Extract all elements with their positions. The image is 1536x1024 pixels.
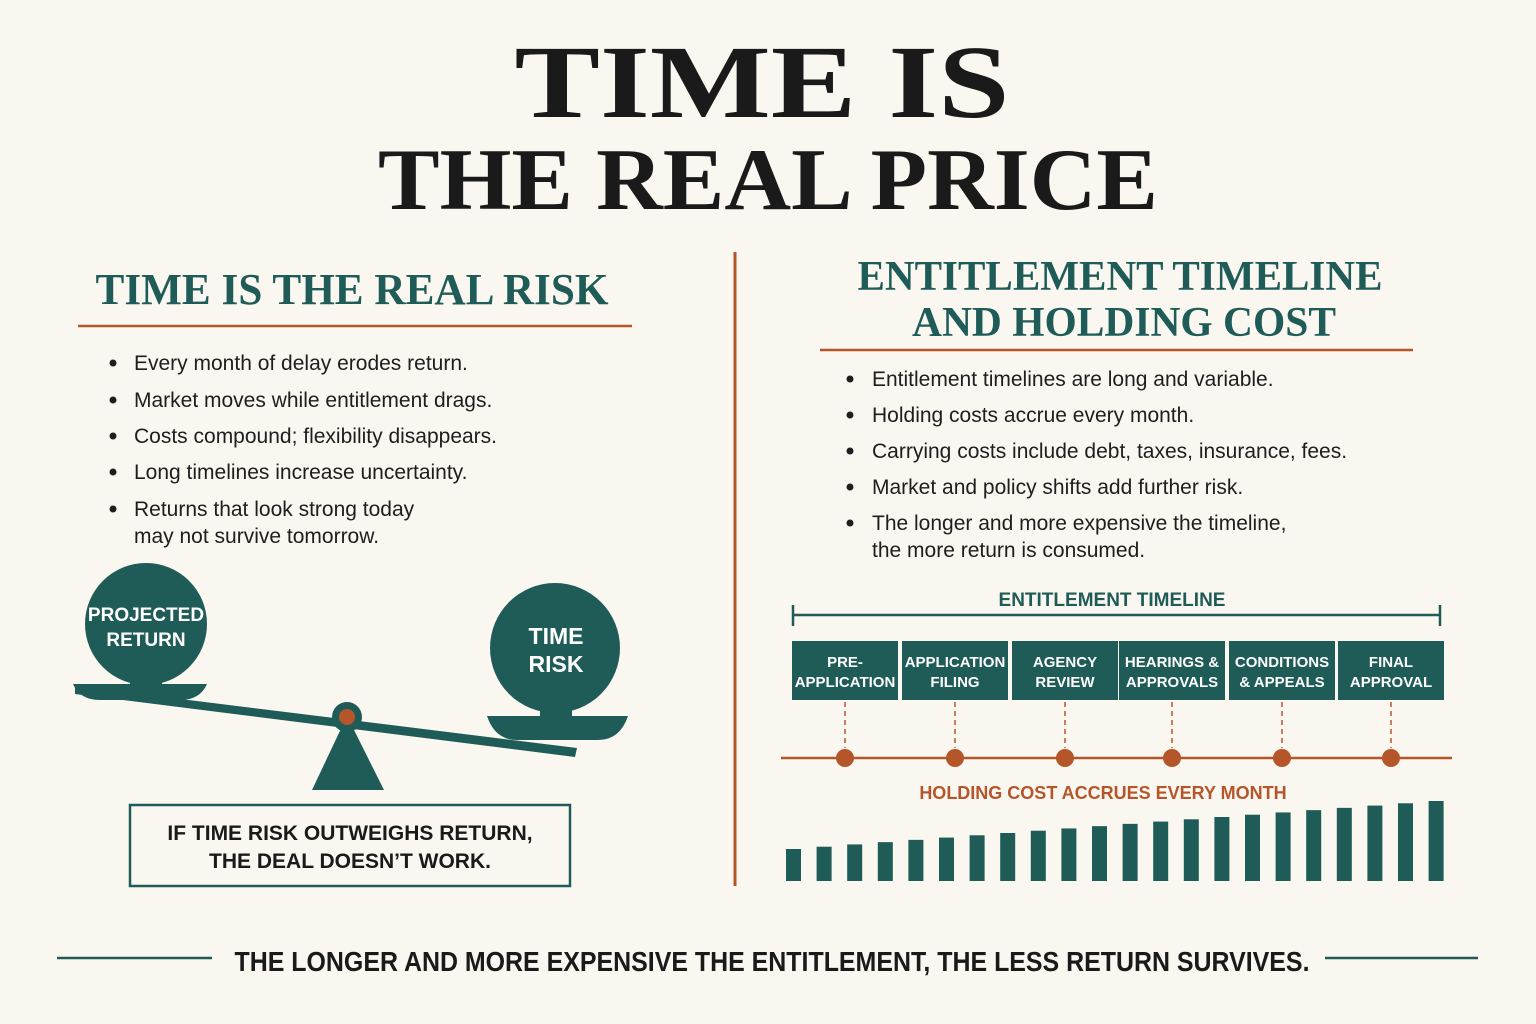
decorative-bar <box>1030 830 1046 881</box>
holding-label: HOLDING COST ACCRUES EVERY MONTH <box>919 783 1286 803</box>
stage-dot <box>1382 749 1400 767</box>
decorative-bar <box>908 839 924 881</box>
bullet-dot <box>846 411 854 419</box>
stage-label: APPROVAL <box>1350 674 1432 691</box>
stage-dot <box>836 749 854 767</box>
decorative-bar <box>1428 801 1444 881</box>
stage-label: PRE- <box>827 654 863 671</box>
timeline-bracket <box>791 605 1442 626</box>
stage-dot <box>1273 749 1291 767</box>
weight-label: PROJECTED <box>88 605 204 626</box>
bullet-text: Market and policy shifts add further ris… <box>872 476 1243 499</box>
stage-box <box>1012 641 1118 700</box>
stage-label: FILING <box>930 674 979 691</box>
bullet-text: Every month of delay erodes return. <box>134 352 468 375</box>
decorative-bar <box>1000 833 1016 881</box>
bullet-text: Long timelines increase uncertainty. <box>134 461 467 484</box>
right-heading: AND HOLDING COST <box>912 300 1336 346</box>
bullet-text: Holding costs accrue every month. <box>872 404 1194 427</box>
decorative-bar <box>1122 823 1138 881</box>
callout-box <box>128 803 572 888</box>
callout-text: IF TIME RISK OUTWEIGHS RETURN, <box>167 822 532 845</box>
stage-label: APPROVALS <box>1126 674 1218 691</box>
stage-label: CONDITIONS <box>1235 654 1329 671</box>
scale-illustration <box>73 563 628 790</box>
decorative-bar <box>847 844 863 881</box>
bullet-text: the more return is consumed. <box>872 539 1145 562</box>
bullet-text: Carrying costs include debt, taxes, insu… <box>872 440 1347 463</box>
decorative-bar <box>1153 821 1169 881</box>
stage-dot <box>946 749 964 767</box>
decorative-bar <box>1398 803 1413 881</box>
bullet-text: Market moves while entitlement drags. <box>134 389 492 412</box>
bullet-text: may not survive tomorrow. <box>134 525 379 548</box>
bullet-text: Entitlement timelines are long and varia… <box>872 368 1274 391</box>
bullet-dot <box>846 375 854 383</box>
decorative-bar <box>1245 814 1260 881</box>
stage-label: REVIEW <box>1035 674 1095 691</box>
stage-box <box>792 641 898 700</box>
decorative-bar <box>1183 819 1199 881</box>
decorative-bar <box>1367 805 1383 881</box>
stage-label: APPLICATION <box>905 654 1006 671</box>
bullet-text: Costs compound; flexibility disappears. <box>134 425 497 448</box>
bullet-dot <box>109 359 117 367</box>
holding-cost-bars <box>786 801 1444 881</box>
bullet-dot <box>846 519 854 527</box>
left-heading: TIME IS THE REAL RISK <box>96 265 609 314</box>
stage-box <box>1119 641 1225 700</box>
bullet-dot <box>109 432 117 440</box>
title-line: TIME IS <box>515 25 1010 140</box>
stage-dot <box>1056 749 1074 767</box>
stage-box <box>1229 641 1335 700</box>
decorative-bar <box>1092 826 1107 881</box>
decorative-bar <box>1061 828 1077 881</box>
footer: THE LONGER AND MORE EXPENSIVE THE ENTITL… <box>235 946 1310 977</box>
bullet-dot <box>846 447 854 455</box>
stage-box <box>902 641 1008 700</box>
title-line: THE REAL PRICE <box>378 132 1158 229</box>
stage-box <box>1338 641 1444 700</box>
stage-label: APPLICATION <box>795 674 896 691</box>
bullet-text: The longer and more expensive the timeli… <box>872 512 1286 535</box>
callout-text: THE DEAL DOESN’T WORK. <box>209 850 491 873</box>
decorative-bar <box>786 849 801 881</box>
decorative-bar <box>1306 810 1322 881</box>
decorative-bar <box>877 842 893 881</box>
weight-label: RISK <box>529 651 584 677</box>
bullet-dot <box>109 396 117 404</box>
decorative-bar <box>1275 812 1291 881</box>
timeline-label: ENTITLEMENT TIMELINE <box>999 590 1226 611</box>
stage-dot <box>1163 749 1181 767</box>
stage-label: AGENCY <box>1033 654 1097 671</box>
bullet-text: Returns that look strong today <box>134 498 415 521</box>
weight-label: RETURN <box>106 630 185 651</box>
stage-label: & APPEALS <box>1239 674 1324 691</box>
decorative-bar <box>816 846 832 881</box>
bullet-dot <box>846 483 854 491</box>
right-heading: ENTITLEMENT TIMELINE <box>858 254 1383 300</box>
decorative-bar <box>1214 817 1230 881</box>
bullet-dot <box>109 468 117 476</box>
decorative-bar <box>1336 807 1352 881</box>
decorative-bar <box>939 837 954 881</box>
stage-label: HEARINGS & <box>1125 654 1219 671</box>
decorative-bar <box>969 835 985 881</box>
weight-label: TIME <box>529 623 584 649</box>
stage-label: FINAL <box>1369 654 1413 671</box>
bullet-dot <box>109 505 117 513</box>
